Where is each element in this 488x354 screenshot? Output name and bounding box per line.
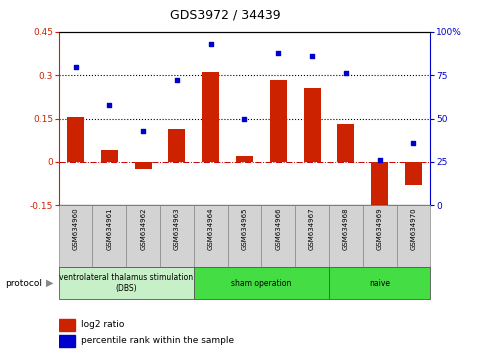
Bar: [269, 80, 286, 162]
FancyBboxPatch shape: [193, 267, 328, 299]
FancyBboxPatch shape: [261, 205, 295, 267]
Text: percentile rank within the sample: percentile rank within the sample: [81, 336, 234, 345]
Point: [206, 41, 214, 47]
Bar: [337, 124, 354, 162]
Bar: [67, 117, 84, 162]
Text: GDS3972 / 34439: GDS3972 / 34439: [169, 9, 280, 22]
Bar: [303, 88, 320, 162]
FancyBboxPatch shape: [92, 205, 126, 267]
Text: GSM634970: GSM634970: [409, 207, 416, 250]
Point: [408, 140, 416, 146]
Text: ventrolateral thalamus stimulation
(DBS): ventrolateral thalamus stimulation (DBS): [59, 274, 193, 293]
Point: [139, 128, 147, 133]
Bar: [134, 162, 151, 169]
Text: protocol: protocol: [5, 279, 42, 288]
Text: GSM634965: GSM634965: [241, 207, 247, 250]
Text: log2 ratio: log2 ratio: [81, 320, 124, 329]
FancyBboxPatch shape: [328, 205, 362, 267]
Point: [240, 116, 248, 121]
Point: [307, 53, 315, 59]
Point: [173, 78, 181, 83]
Text: GSM634967: GSM634967: [308, 207, 314, 250]
Text: GSM634969: GSM634969: [376, 207, 382, 250]
Bar: [404, 162, 421, 185]
FancyBboxPatch shape: [126, 205, 160, 267]
Text: GSM634961: GSM634961: [106, 207, 112, 250]
FancyBboxPatch shape: [59, 205, 92, 267]
Bar: [236, 156, 252, 162]
Bar: [370, 162, 387, 217]
Bar: [101, 150, 118, 162]
Text: sham operation: sham operation: [231, 279, 291, 288]
FancyBboxPatch shape: [362, 205, 396, 267]
FancyBboxPatch shape: [328, 267, 429, 299]
Point: [72, 64, 80, 69]
Bar: [202, 72, 219, 162]
Text: GSM634964: GSM634964: [207, 207, 213, 250]
Point: [375, 158, 383, 163]
FancyBboxPatch shape: [59, 267, 193, 299]
Text: GSM634963: GSM634963: [174, 207, 180, 250]
Text: GSM634960: GSM634960: [72, 207, 79, 250]
Bar: [59, 335, 75, 347]
FancyBboxPatch shape: [295, 205, 328, 267]
FancyBboxPatch shape: [193, 205, 227, 267]
Point: [105, 102, 113, 108]
FancyBboxPatch shape: [396, 205, 429, 267]
Text: GSM634962: GSM634962: [140, 207, 146, 250]
Text: GSM634966: GSM634966: [275, 207, 281, 250]
Text: ▶: ▶: [46, 278, 54, 288]
Point: [274, 50, 282, 56]
FancyBboxPatch shape: [160, 205, 193, 267]
Bar: [168, 129, 185, 162]
Text: GSM634968: GSM634968: [342, 207, 348, 250]
Text: naive: naive: [368, 279, 389, 288]
Point: [341, 71, 349, 76]
FancyBboxPatch shape: [227, 205, 261, 267]
Bar: [59, 319, 75, 331]
